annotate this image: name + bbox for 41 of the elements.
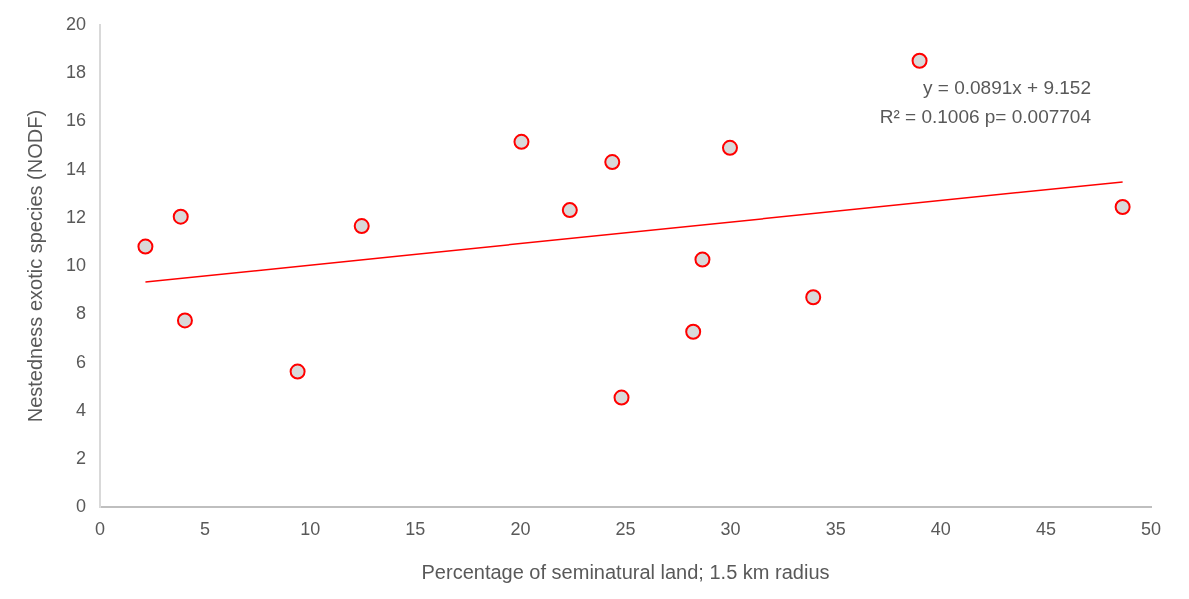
point: [176, 312, 193, 329]
x-tick-label: 15: [405, 519, 426, 540]
x-tick-label: 40: [930, 519, 951, 540]
y-tick-label: 6: [76, 351, 87, 372]
y-tick-label: 0: [76, 496, 87, 517]
point: [613, 389, 630, 406]
point: [137, 238, 154, 255]
y-tick-label: 2: [76, 448, 87, 469]
y-tick-label: 18: [65, 62, 87, 83]
y-tick-label: 14: [65, 158, 87, 179]
x-tick-label: 5: [200, 519, 211, 540]
y-tick-label: 12: [65, 206, 87, 227]
x-axis-title: Percentage of seminatural land; 1.5 km radius: [421, 560, 830, 583]
y-tick-label: 8: [76, 303, 87, 324]
point: [685, 323, 702, 340]
x-tick-label: 20: [510, 519, 531, 540]
y-tick-label: 16: [65, 110, 87, 131]
y-axis-title: Nestedness exotic species (NODF): [23, 109, 46, 423]
x-tick-label: 10: [300, 519, 321, 540]
point: [289, 363, 306, 380]
point: [353, 218, 370, 235]
point: [604, 154, 621, 171]
x-tick-label: 30: [720, 519, 741, 540]
x-tick-label: 35: [825, 519, 846, 540]
point: [721, 139, 738, 156]
point: [694, 251, 711, 268]
y-tick-label: 20: [65, 13, 87, 34]
point: [172, 208, 189, 225]
point: [513, 133, 530, 150]
y-tick-label: 10: [65, 255, 87, 276]
point: [805, 289, 822, 306]
x-tick-label: 50: [1140, 519, 1162, 540]
x-tick-label: 45: [1035, 519, 1056, 540]
annotation: y = 0.0891x + 9.152: [923, 77, 1091, 99]
point: [561, 202, 578, 219]
point: [911, 52, 928, 69]
annotation: R² = 0.1006 p= 0.007704: [879, 106, 1092, 128]
point: [1114, 198, 1131, 215]
x-tick-label: 25: [615, 519, 636, 540]
y-tick-label: 4: [76, 399, 87, 420]
x-tick-label: 0: [95, 519, 106, 540]
